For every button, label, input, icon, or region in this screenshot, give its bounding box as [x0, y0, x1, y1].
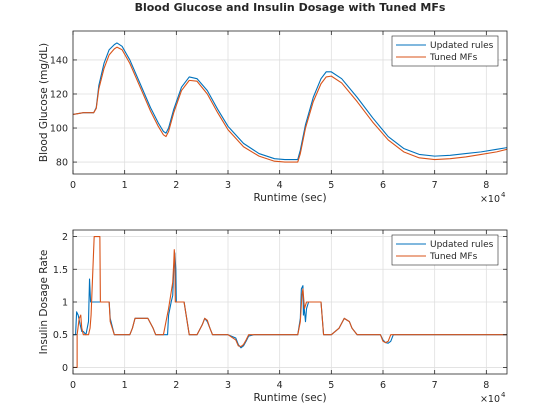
insulin-xtick-label: 5 [328, 380, 334, 391]
glucose-legend-label: Tuned MFs [429, 53, 478, 63]
glucose-xtick-label: 4 [277, 180, 283, 191]
glucose-ytick-label: 120 [50, 89, 68, 100]
glucose-y-axis-label: Blood Glucose (mg/dL) [38, 43, 50, 162]
insulin-xtick-label: 6 [380, 380, 386, 391]
glucose-panel: 0 1 2 3 4 5 6 7 8 80 100 120 140 Runtime (sec) Blood G… [38, 31, 507, 205]
insulin-ytick-label: 1.5 [53, 265, 68, 276]
glucose-x-axis-label: Runtime (sec) [253, 192, 326, 204]
figure-title: Blood Glucose and Insulin Dosage with Tu… [135, 1, 446, 14]
insulin-ytick-label: 1 [62, 298, 68, 309]
insulin-legend: Updated rules Tuned MFs [392, 235, 498, 265]
insulin-x-axis-label: Runtime (sec) [253, 392, 326, 404]
insulin-xtick-label: 4 [277, 380, 283, 391]
glucose-ytick-label: 140 [50, 55, 68, 66]
insulin-xtick-label: 3 [225, 380, 231, 391]
glucose-xtick-label: 8 [483, 180, 489, 191]
glucose-xtick-label: 0 [70, 180, 76, 191]
glucose-xtick-label: 1 [122, 180, 128, 191]
glucose-xtick-label: 6 [380, 180, 386, 191]
insulin-xtick-label: 0 [70, 380, 76, 391]
glucose-ytick-label: 100 [50, 124, 68, 135]
glucose-xtick-label: 5 [328, 180, 334, 191]
glucose-x-multiplier-exp: 4 [501, 191, 506, 199]
glucose-legend-label: Updated rules [430, 41, 494, 51]
insulin-x-multiplier-exp: 4 [501, 391, 506, 399]
insulin-xtick-label: 8 [483, 380, 489, 391]
glucose-ytick-label: 80 [56, 158, 68, 169]
insulin-ytick-label: 0 [62, 363, 68, 374]
insulin-x-multiplier: ×10 [480, 394, 500, 405]
insulin-panel: 0 1 2 3 4 5 6 7 8 0 0.5 1 1.5 2 Runtime (sec) Insulin D… [38, 230, 507, 405]
insulin-legend-label: Tuned MFs [429, 252, 478, 262]
glucose-xtick-label: 2 [173, 180, 179, 191]
glucose-xtick-label: 7 [432, 180, 438, 191]
insulin-xtick-label: 2 [173, 380, 179, 391]
insulin-xtick-label: 1 [122, 380, 128, 391]
glucose-legend: Updated rules Tuned MFs [392, 36, 498, 66]
insulin-ytick-label: 2 [62, 232, 68, 243]
insulin-ytick-label: 0.5 [53, 330, 68, 341]
insulin-legend-label: Updated rules [430, 240, 494, 250]
glucose-xtick-label: 3 [225, 180, 231, 191]
insulin-xtick-label: 7 [432, 380, 438, 391]
glucose-x-multiplier: ×10 [480, 194, 500, 205]
insulin-y-axis-label: Insulin Dosage Rate [38, 250, 50, 355]
